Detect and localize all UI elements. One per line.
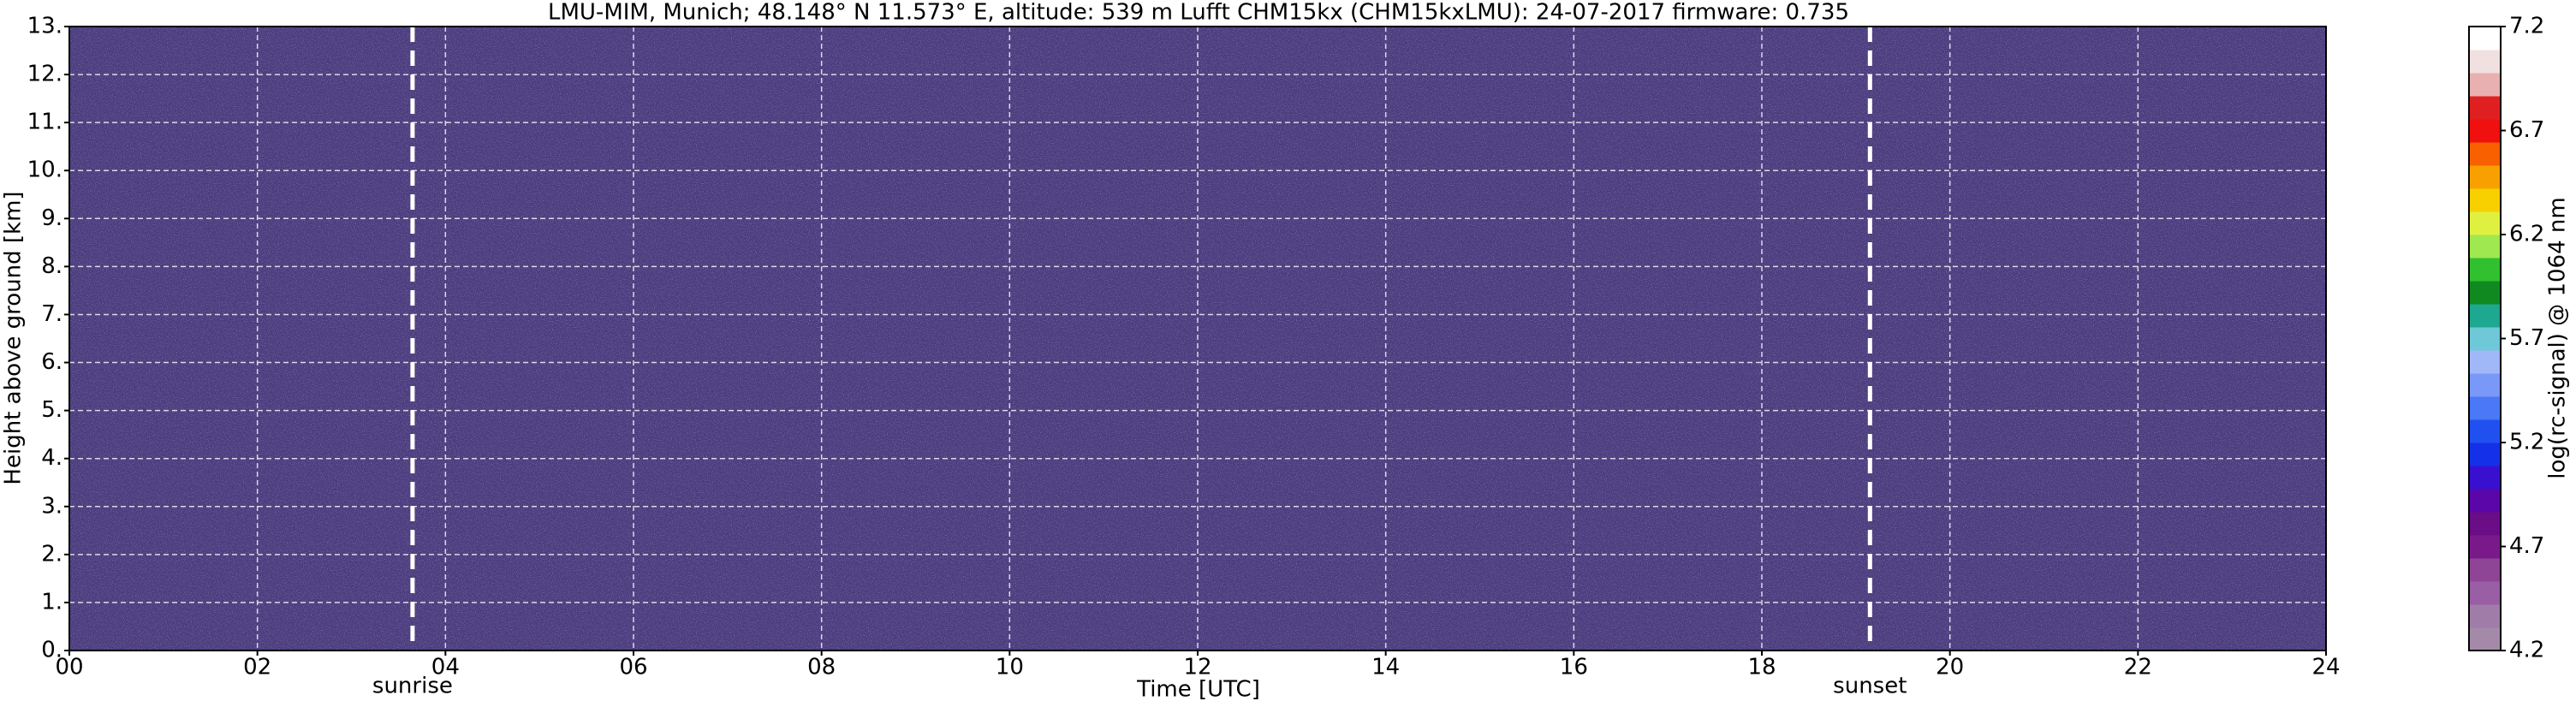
colorbar-swatch xyxy=(2469,558,2501,582)
x-tick-label: 04 xyxy=(431,655,460,680)
x-tick-label: 18 xyxy=(1747,655,1776,680)
y-tick-label: 9. xyxy=(41,205,62,231)
colorbar-tick-label: 5.7 xyxy=(2509,325,2544,351)
colorbar-tick-label: 4.7 xyxy=(2509,533,2544,559)
y-tick-label: 8. xyxy=(41,253,62,279)
colorbar-tick-label: 6.7 xyxy=(2509,117,2544,143)
y-tick-label: 3. xyxy=(41,493,62,519)
colorbar-swatch xyxy=(2469,419,2501,443)
annotation-label: sunrise xyxy=(372,674,453,699)
colorbar-swatch xyxy=(2469,627,2501,651)
x-tick-label: 06 xyxy=(619,655,647,680)
x-tick-label: 12 xyxy=(1183,655,1211,680)
colorbar-swatch xyxy=(2469,211,2501,235)
colorbar-swatch xyxy=(2469,396,2501,420)
x-tick-label: 10 xyxy=(996,655,1024,680)
y-tick-label: 5. xyxy=(41,397,62,423)
y-axis-label: Height above ground [km] xyxy=(1,191,27,484)
colorbar-swatch xyxy=(2469,535,2501,559)
colorbar-swatch xyxy=(2469,466,2501,490)
y-tick-label: 7. xyxy=(41,301,62,327)
annotation-label: sunset xyxy=(1833,674,1907,699)
colorbar-swatch xyxy=(2469,165,2501,189)
y-tick-label: 11. xyxy=(27,110,62,135)
x-tick-label: 24 xyxy=(2311,655,2340,680)
colorbar-swatch xyxy=(2469,281,2501,305)
colorbar-tick-label: 5.2 xyxy=(2509,430,2544,455)
y-tick-label: 1. xyxy=(41,589,62,615)
colorbar-swatch xyxy=(2469,443,2501,466)
colorbar-swatch xyxy=(2469,304,2501,328)
x-axis-label: Time [UTC] xyxy=(1136,677,1260,703)
colorbar-swatch xyxy=(2469,512,2501,536)
colorbar-swatch xyxy=(2469,327,2501,351)
y-tick-label: 6. xyxy=(41,349,62,375)
colorbar-swatch xyxy=(2469,188,2501,212)
y-tick-label: 10. xyxy=(27,157,62,183)
colorbar-swatch xyxy=(2469,489,2501,513)
chart-title: LMU-MIM, Munich; 48.148° N 11.573° E, al… xyxy=(548,0,1849,26)
x-tick-label: 22 xyxy=(2124,655,2152,680)
colorbar-swatch xyxy=(2469,27,2501,50)
colorbar-swatch xyxy=(2469,142,2501,166)
y-tick-label: 4. xyxy=(41,445,62,471)
x-tick-label: 02 xyxy=(243,655,271,680)
y-tick-label: 13. xyxy=(27,14,62,39)
colorbar-swatch xyxy=(2469,73,2501,97)
colorbar-swatch xyxy=(2469,581,2501,605)
colorbar-swatch xyxy=(2469,235,2501,258)
y-tick-label: 12. xyxy=(27,62,62,87)
colorbar-label: log(rc-signal) @ 1064 nm xyxy=(2545,197,2571,478)
x-tick-label: 20 xyxy=(1936,655,1964,680)
colorbar-swatch xyxy=(2469,350,2501,374)
plot-frame xyxy=(68,26,2327,651)
y-tick-label: 2. xyxy=(41,541,62,567)
colorbar-swatch xyxy=(2469,50,2501,74)
colorbar-swatch xyxy=(2469,96,2501,120)
colorbar-swatch xyxy=(2469,258,2501,282)
colorbar-tick-label: 6.2 xyxy=(2509,222,2544,247)
x-tick-label: 16 xyxy=(1560,655,1588,680)
x-tick-label: 08 xyxy=(807,655,836,680)
colorbar-swatch xyxy=(2469,604,2501,628)
colorbar-tick-label: 4.2 xyxy=(2509,638,2544,663)
colorbar-tick-label: 7.2 xyxy=(2509,14,2544,39)
colorbar-swatch xyxy=(2469,373,2501,397)
x-tick-label: 00 xyxy=(55,655,83,680)
x-tick-label: 14 xyxy=(1371,655,1400,680)
colorbar-swatch xyxy=(2469,119,2501,143)
y-tick-label: 0. xyxy=(41,638,62,663)
